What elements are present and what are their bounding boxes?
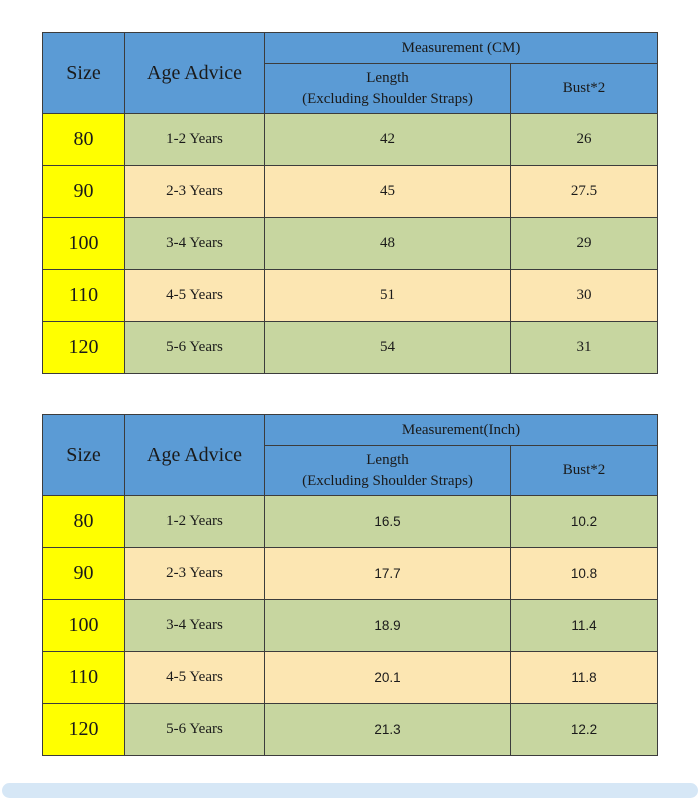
measurement-cm-header: Measurement (CM): [264, 32, 658, 64]
size-cell: 80: [42, 495, 125, 548]
bust-value-cell: 10.8: [510, 547, 658, 600]
age-cell: 5-6 Years: [124, 321, 265, 374]
length-header-line2: (Excluding Shoulder Straps): [302, 90, 473, 107]
length-value-cell: 21.3: [264, 703, 511, 756]
size-table-inch-grid: Size Age Advice Measurement(Inch) Length…: [42, 414, 658, 756]
age-cell: 3-4 Years: [124, 217, 265, 270]
age-cell: 1-2 Years: [124, 113, 265, 166]
bust-value-cell: 29: [510, 217, 658, 270]
table-row: 90 2-3 Years 45 27.5: [42, 165, 658, 218]
bust-value-cell: 27.5: [510, 165, 658, 218]
table-row: 110 4-5 Years 51 30: [42, 269, 658, 322]
age-cell: 2-3 Years: [124, 547, 265, 600]
table-row: 80 1-2 Years 16.5 10.2: [42, 495, 658, 548]
size-cell: 110: [42, 269, 125, 322]
measurement-inch-header: Measurement(Inch): [264, 414, 658, 446]
size-table-cm: Size Age Advice Measurement (CM) Length …: [42, 32, 658, 374]
horizontal-scrollbar[interactable]: [2, 783, 698, 798]
size-cell: 110: [42, 651, 125, 704]
age-cell: 4-5 Years: [124, 651, 265, 704]
age-cell: 2-3 Years: [124, 165, 265, 218]
table-row: 120 5-6 Years 54 31: [42, 321, 658, 374]
bust-value-cell: 12.2: [510, 703, 658, 756]
table-row: 100 3-4 Years 48 29: [42, 217, 658, 270]
length-value-cell: 48: [264, 217, 511, 270]
table-row: 90 2-3 Years 17.7 10.8: [42, 547, 658, 600]
table-row: 110 4-5 Years 20.1 11.8: [42, 651, 658, 704]
size-column-header: Size: [42, 32, 125, 114]
length-value-cell: 54: [264, 321, 511, 374]
age-cell: 5-6 Years: [124, 703, 265, 756]
length-value-cell: 16.5: [264, 495, 511, 548]
length-value-cell: 20.1: [264, 651, 511, 704]
length-header-line1: Length: [366, 70, 409, 87]
size-cell: 120: [42, 703, 125, 756]
bust-value-cell: 31: [510, 321, 658, 374]
length-header-line1: Length: [366, 452, 409, 469]
bust-value-cell: 11.8: [510, 651, 658, 704]
size-cell: 80: [42, 113, 125, 166]
table-row: 80 1-2 Years 42 26: [42, 113, 658, 166]
age-cell: 4-5 Years: [124, 269, 265, 322]
size-cell: 120: [42, 321, 125, 374]
size-table-cm-grid: Size Age Advice Measurement (CM) Length …: [42, 32, 658, 374]
size-column-header: Size: [42, 414, 125, 496]
size-cell: 100: [42, 599, 125, 652]
size-cell: 90: [42, 547, 125, 600]
length-value-cell: 18.9: [264, 599, 511, 652]
size-cell: 100: [42, 217, 125, 270]
age-advice-column-header: Age Advice: [124, 414, 265, 496]
bust-value-cell: 10.2: [510, 495, 658, 548]
length-value-cell: 51: [264, 269, 511, 322]
age-advice-column-header: Age Advice: [124, 32, 265, 114]
size-cell: 90: [42, 165, 125, 218]
length-value-cell: 45: [264, 165, 511, 218]
bust-column-header: Bust*2: [510, 445, 658, 496]
length-column-header: Length (Excluding Shoulder Straps): [264, 63, 511, 114]
age-cell: 3-4 Years: [124, 599, 265, 652]
bust-column-header: Bust*2: [510, 63, 658, 114]
length-value-cell: 42: [264, 113, 511, 166]
length-header-line2: (Excluding Shoulder Straps): [302, 472, 473, 489]
table-row: 120 5-6 Years 21.3 12.2: [42, 703, 658, 756]
age-cell: 1-2 Years: [124, 495, 265, 548]
bust-value-cell: 30: [510, 269, 658, 322]
length-value-cell: 17.7: [264, 547, 511, 600]
bust-value-cell: 11.4: [510, 599, 658, 652]
size-table-inch: Size Age Advice Measurement(Inch) Length…: [42, 414, 658, 756]
bust-value-cell: 26: [510, 113, 658, 166]
table-row: 100 3-4 Years 18.9 11.4: [42, 599, 658, 652]
length-column-header: Length (Excluding Shoulder Straps): [264, 445, 511, 496]
